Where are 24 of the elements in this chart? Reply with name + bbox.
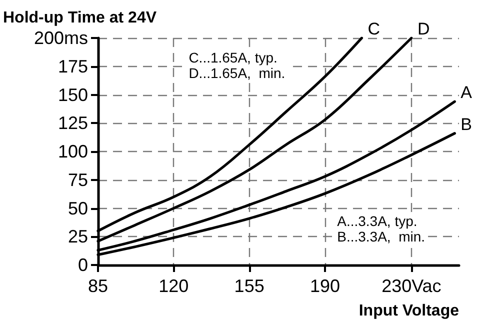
annotation: B...3.3A, min. <box>337 228 426 245</box>
y-tick-label: 125 <box>58 113 88 134</box>
annotation: C...1.65A, typ. <box>188 49 278 66</box>
y-axis-title: Hold-up Time at 24V <box>3 10 157 26</box>
y-tick-label: 200ms <box>34 28 88 48</box>
annotation: A...3.3A, typ. <box>337 212 418 229</box>
x-axis-title: Input Voltage <box>358 302 460 320</box>
x-tick-label: 230Vac <box>382 276 442 296</box>
series-label: A <box>460 83 473 102</box>
x-tick-label: 155 <box>234 276 264 296</box>
y-tick-label: 50 <box>68 198 88 218</box>
series-label: B <box>460 114 472 134</box>
y-tick-label: 100 <box>58 142 88 162</box>
x-tick-label: 85 <box>88 276 108 296</box>
series-label: D <box>417 20 430 38</box>
x-tick-label: 120 <box>158 276 189 296</box>
x-tick-label: 190 <box>310 276 340 296</box>
annotation: D...1.65A, min. <box>188 65 286 82</box>
y-tick-label: 0 <box>78 255 88 275</box>
y-tick-label: 150 <box>58 84 88 105</box>
y-tick-label: 25 <box>68 226 88 247</box>
y-tick-label: 75 <box>68 170 88 190</box>
series-label: C <box>368 20 380 38</box>
y-tick-label: 175 <box>58 56 88 76</box>
